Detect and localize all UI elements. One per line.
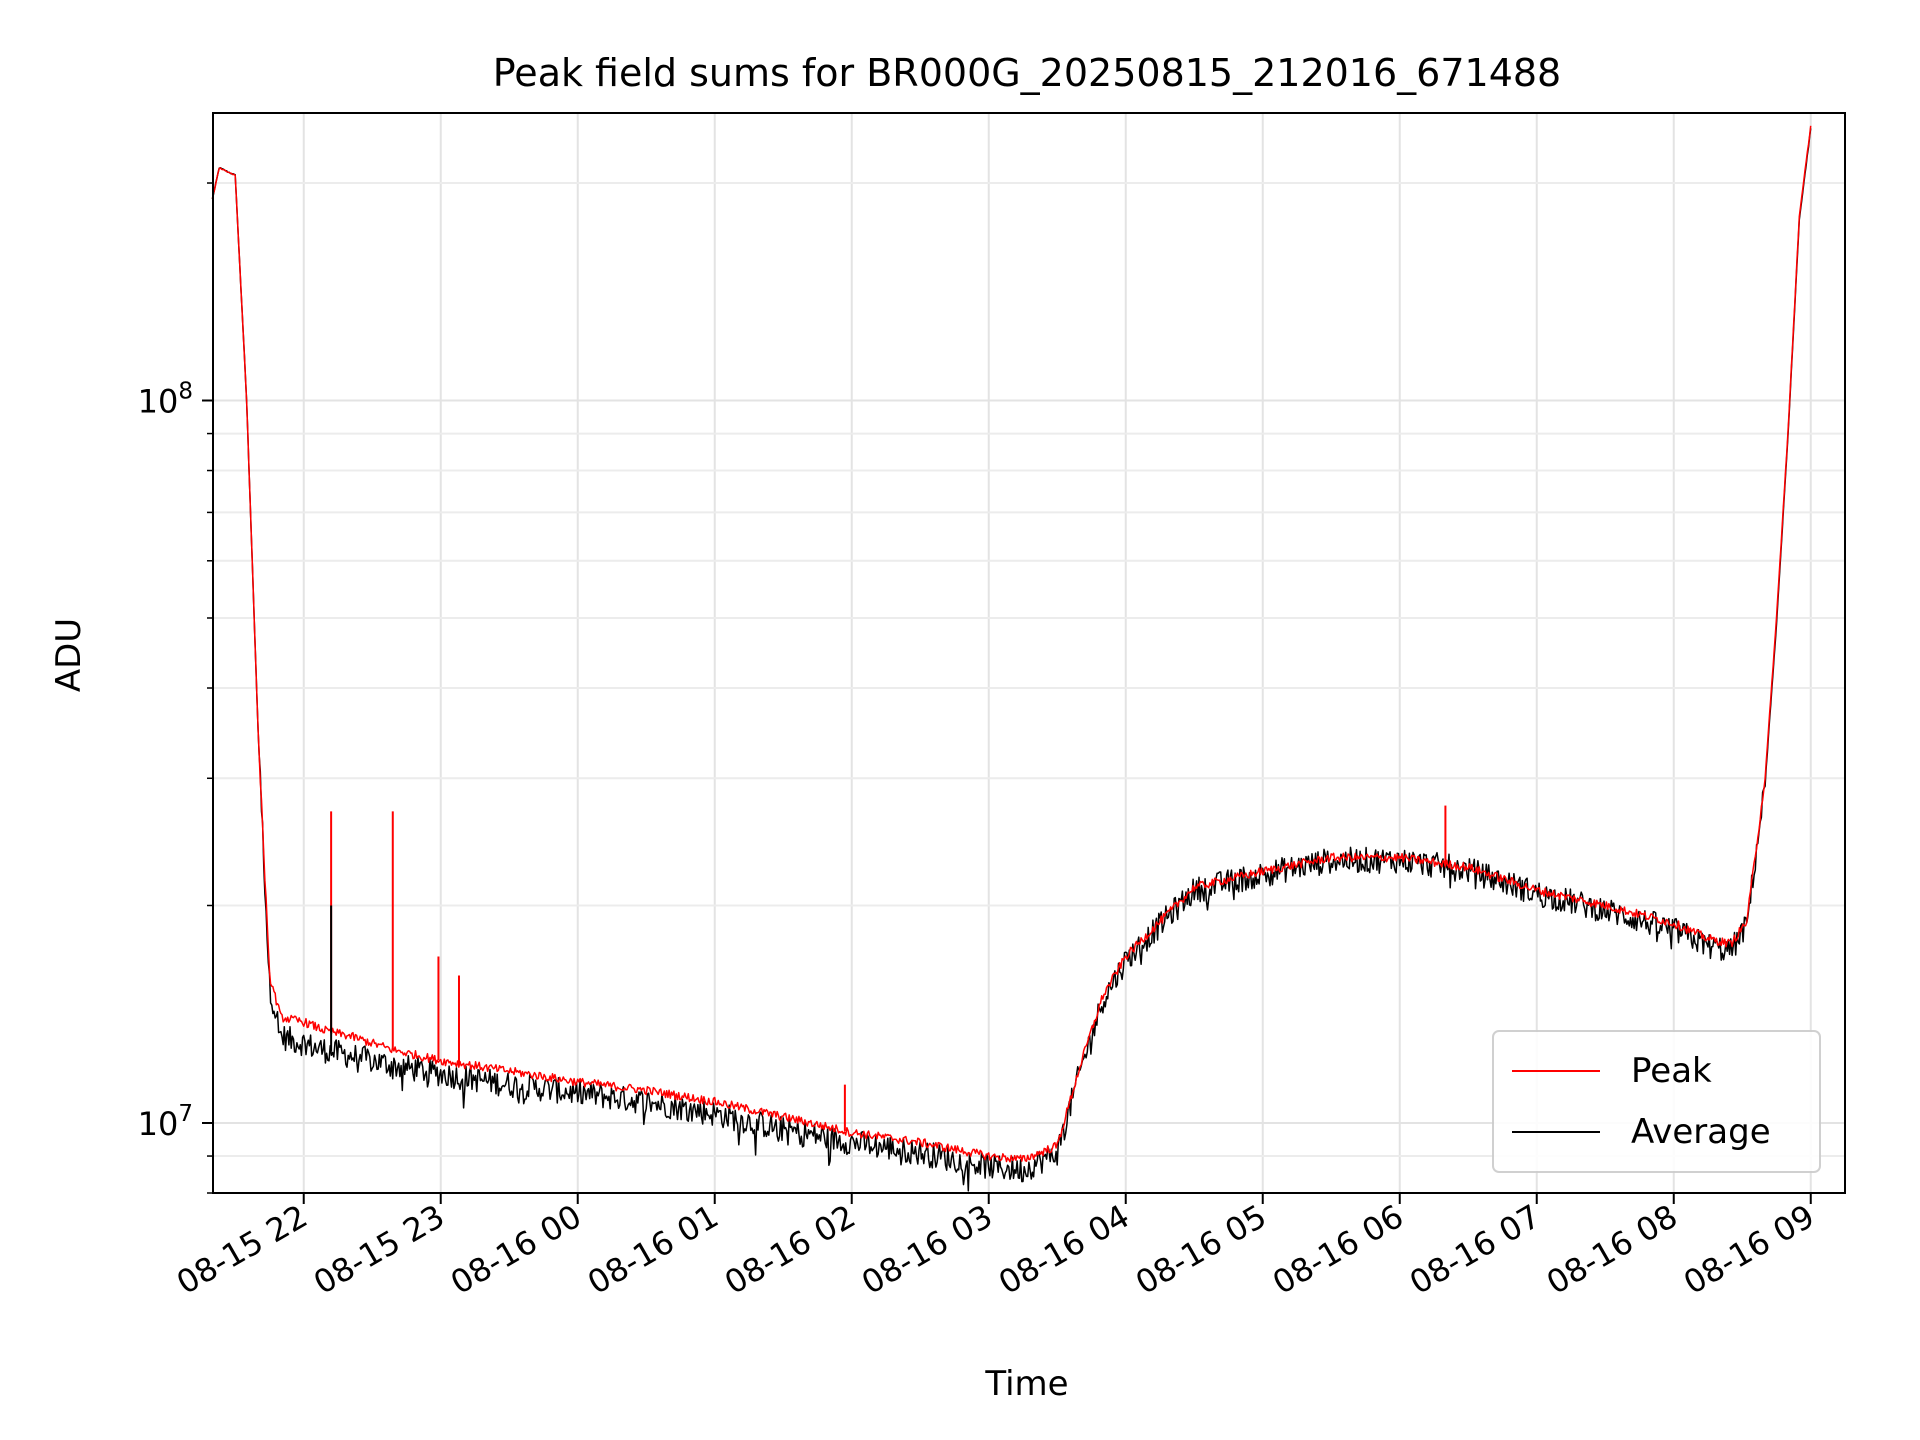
- x-tick-label: 08-15 22: [170, 1197, 314, 1302]
- x-tick-label: 08-16 04: [992, 1197, 1136, 1302]
- series-line-peak: [211, 125, 1812, 1163]
- series-line-average: [211, 128, 1812, 1192]
- legend-box: [1492, 1030, 1821, 1173]
- series-lines: [211, 125, 1812, 1192]
- x-tick-label: 08-16 08: [1540, 1197, 1684, 1302]
- y-axis-label: ADU: [49, 618, 89, 692]
- grid-lines: [213, 113, 1845, 1194]
- x-tick-label: 08-16 01: [581, 1197, 725, 1302]
- legend-label-average: Average: [1631, 1112, 1771, 1152]
- x-tick-label: 08-16 06: [1266, 1197, 1410, 1302]
- legend-label-peak: Peak: [1631, 1051, 1712, 1091]
- x-tick-label: 08-16 00: [444, 1197, 588, 1302]
- chart-title: Peak field sums for BR000G_20250815_2120…: [493, 51, 1561, 95]
- x-tick-label: 08-16 09: [1677, 1197, 1821, 1302]
- y-tick-label: 108: [138, 379, 193, 421]
- x-tick-label: 08-16 07: [1403, 1197, 1547, 1302]
- x-tick-label: 08-16 02: [718, 1197, 862, 1302]
- x-axis-label: Time: [984, 1364, 1068, 1404]
- x-tick-label: 08-16 03: [855, 1197, 999, 1302]
- x-tick-label: 08-15 23: [307, 1197, 451, 1302]
- y-tick-label: 107: [138, 1101, 193, 1143]
- x-tick-label: 08-16 05: [1129, 1197, 1273, 1302]
- legend: Peak Average: [1492, 1030, 1821, 1173]
- plot-area-frame: [212, 112, 1846, 1194]
- y-axis-ticks: 107 108: [138, 182, 213, 1194]
